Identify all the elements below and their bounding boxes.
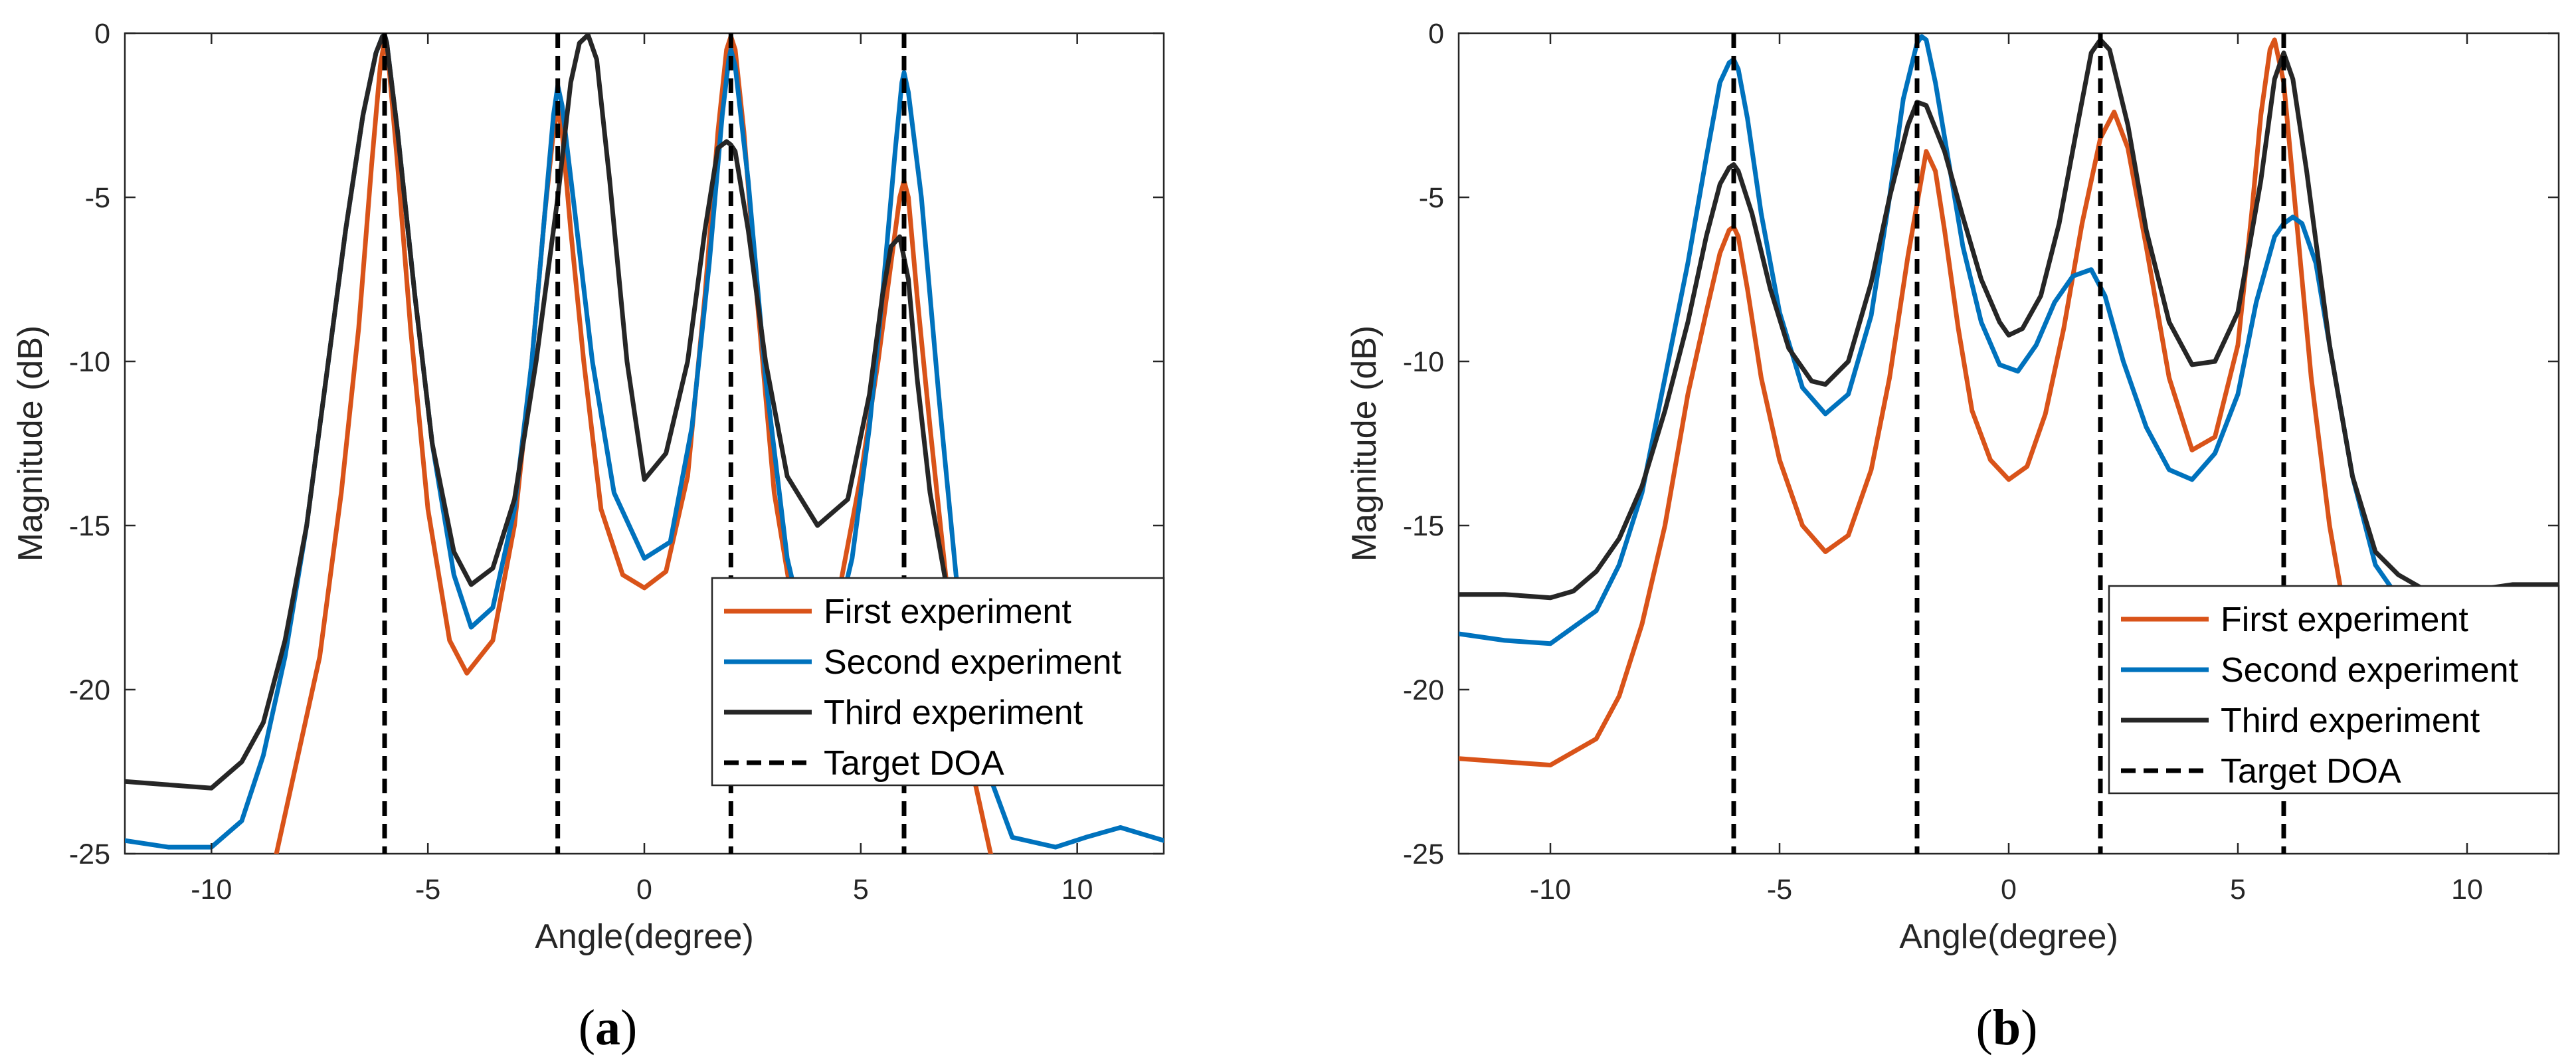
chart-a-series-3-line xyxy=(125,33,1036,791)
chart-a-y-axis-label: Magnitude (dB) xyxy=(11,326,50,562)
chart-b-plot-area xyxy=(1459,33,2559,854)
chart-a-legend-label-4: Target DOA xyxy=(824,744,1004,783)
chart-a-caption-letter: a xyxy=(595,1000,620,1056)
chart-b-ytick-label: -20 xyxy=(1403,674,1444,706)
chart-b-legend-label-4: Target DOA xyxy=(2221,752,2401,791)
chart-b-xtick-label: 0 xyxy=(2001,874,2017,906)
chart-b-ytick-label: -15 xyxy=(1403,510,1444,542)
chart-a-xtick-label: -5 xyxy=(415,874,440,906)
chart-b-ytick-label: -25 xyxy=(1403,838,1444,870)
chart-b-caption-letter: b xyxy=(1993,1000,2021,1056)
chart-a-x-axis-label: Angle(degree) xyxy=(535,918,754,956)
chart-b-y-axis-label: Magnitude (dB) xyxy=(1345,326,1384,562)
chart-b-caption-close: ) xyxy=(2021,1000,2037,1056)
chart-a-caption-close: ) xyxy=(620,1000,637,1056)
chart-a-ytick-label: -20 xyxy=(69,674,110,706)
chart-b-caption-open: ( xyxy=(1976,1000,1993,1056)
chart-a-ytick-label: -10 xyxy=(69,346,110,378)
chart-a-ytick-label: 0 xyxy=(94,18,110,50)
chart-b-xtick-label: -5 xyxy=(1767,874,1792,906)
chart-b: -10 -5 0 5 10 0 -5 -10 -15 -20 -25 Angle(degree) Mag… xyxy=(1345,18,2560,1056)
chart-a-xtick-label: 0 xyxy=(636,874,652,906)
chart-a-legend: First experiment Second experiment Third e… xyxy=(711,577,1165,787)
chart-b-legend-label-3: Third experiment xyxy=(2221,702,2480,740)
chart-b-legend-label-1: First experiment xyxy=(2221,601,2468,639)
chart-a-legend-label-2: Second experiment xyxy=(824,643,1122,682)
chart-a-legend-label-1: First experiment xyxy=(824,593,1071,631)
chart-b-caption: (b) xyxy=(1976,1000,2038,1056)
chart-a-caption: (a) xyxy=(579,1000,638,1056)
chart-b-ytick-label: -5 xyxy=(1419,182,1444,214)
chart-a-xtick-label: -10 xyxy=(191,874,232,906)
chart-a-ytick-label: -15 xyxy=(69,510,110,542)
chart-b-xtick-label: 10 xyxy=(2451,874,2483,906)
chart-a-xtick-label: 5 xyxy=(853,874,869,906)
chart-a-caption-open: ( xyxy=(579,1000,595,1056)
chart-b-x-axis-label: Angle(degree) xyxy=(1899,918,2118,956)
chart-b-xtick-label: 5 xyxy=(2230,874,2246,906)
chart-b-ytick-label: -10 xyxy=(1403,346,1444,378)
chart-b-legend-label-2: Second experiment xyxy=(2221,651,2519,690)
chart-a-ytick-label: -5 xyxy=(85,182,110,214)
chart-a: -10 -5 0 5 10 0 -5 -10 -15 -20 -25 Angle(degree) Mag… xyxy=(11,18,1165,1056)
chart-b-ytick-label: 0 xyxy=(1428,18,1444,50)
chart-a-xtick-label: 10 xyxy=(1061,874,1093,906)
chart-a-legend-label-3: Third experiment xyxy=(824,694,1083,732)
chart-b-series-1-line xyxy=(1459,37,2378,768)
chart-a-ytick-label: -25 xyxy=(69,838,110,870)
chart-b-legend: First experiment Second experiment Third e… xyxy=(2108,585,2560,795)
chart-b-xtick-label: -10 xyxy=(1530,874,1571,906)
chart-b-series-3-line xyxy=(1459,37,2559,601)
